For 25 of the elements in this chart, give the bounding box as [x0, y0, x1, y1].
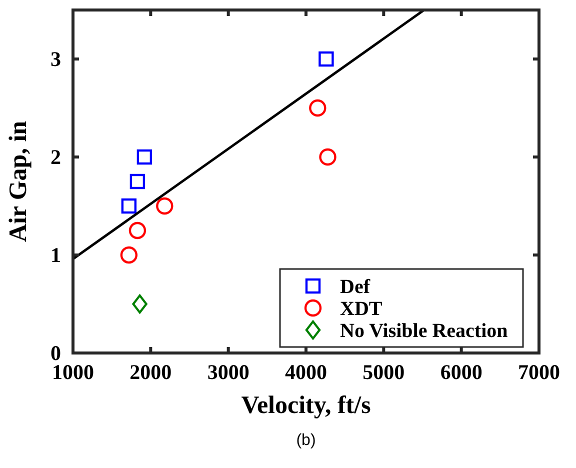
y-tick-label: 1: [50, 243, 61, 267]
point: [121, 198, 137, 214]
point: [128, 222, 146, 240]
x-tick-label: 3000: [207, 360, 250, 384]
y-axis-title: Air Gap, in: [5, 120, 32, 242]
point: [309, 99, 326, 117]
x-tick-label: 5000: [362, 360, 405, 384]
x-tick-label: 2000: [130, 360, 172, 384]
legend-label: Def: [340, 276, 370, 298]
point: [132, 294, 148, 314]
point: [136, 149, 152, 165]
x-tick-label: 7000: [518, 360, 560, 384]
point: [130, 174, 146, 190]
text: (b): [296, 432, 316, 449]
y-tick-label: 3: [50, 47, 61, 71]
point: [318, 51, 334, 67]
x-axis-title: Velocity, ft/s: [241, 392, 372, 419]
point: [120, 246, 138, 264]
legend-label: No Visible Reaction: [340, 320, 508, 342]
y-tick-label: 2: [50, 145, 61, 169]
point: [156, 197, 174, 215]
x-tick-label: 4000: [285, 360, 327, 384]
legend-label: XDT: [340, 298, 383, 320]
x-tick-label: 6000: [440, 360, 482, 384]
point: [319, 148, 336, 166]
